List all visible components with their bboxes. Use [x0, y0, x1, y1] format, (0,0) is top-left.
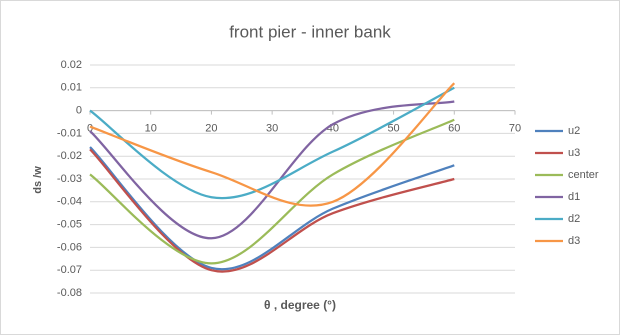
series-line [89, 146, 455, 271]
y-tick-label: -0.05 [57, 219, 82, 231]
series-line [89, 148, 455, 273]
y-tick-label: -0.08 [57, 287, 82, 299]
chart-title: front pier - inner bank [229, 22, 391, 41]
y-tick-label: 0.02 [61, 59, 82, 71]
x-tick-label: 50 [387, 123, 399, 135]
x-tick-label: 20 [205, 123, 217, 135]
x-tick-label: 70 [509, 123, 521, 135]
y-tick-label: 0 [76, 105, 82, 117]
legend-label: d2 [568, 213, 580, 225]
y-axis-title: ds /w [32, 166, 44, 194]
legend-label: d3 [568, 235, 580, 247]
y-tick-label: 0.01 [61, 82, 82, 94]
y-tick-label: -0.03 [57, 173, 82, 185]
x-tick-label: 30 [266, 123, 278, 135]
x-tick-label: 0 [87, 123, 93, 135]
y-tick-label: -0.01 [57, 127, 82, 139]
legend-label: u3 [568, 147, 580, 159]
series-line [89, 82, 456, 207]
x-tick-label: 60 [448, 123, 460, 135]
legend-label: center [568, 169, 599, 181]
y-tick-label: -0.07 [57, 264, 82, 276]
y-tick-label: -0.06 [57, 241, 82, 253]
legend-label: d1 [568, 191, 580, 203]
x-tick-label: 10 [145, 123, 157, 135]
legend-label: u2 [568, 125, 580, 137]
series-line [89, 118, 455, 265]
series-line [89, 86, 455, 200]
y-tick-label: -0.04 [57, 196, 82, 208]
y-tick-label: -0.02 [57, 150, 82, 162]
series-line [89, 100, 455, 240]
x-axis-title: θ , degree (°) [264, 298, 336, 312]
